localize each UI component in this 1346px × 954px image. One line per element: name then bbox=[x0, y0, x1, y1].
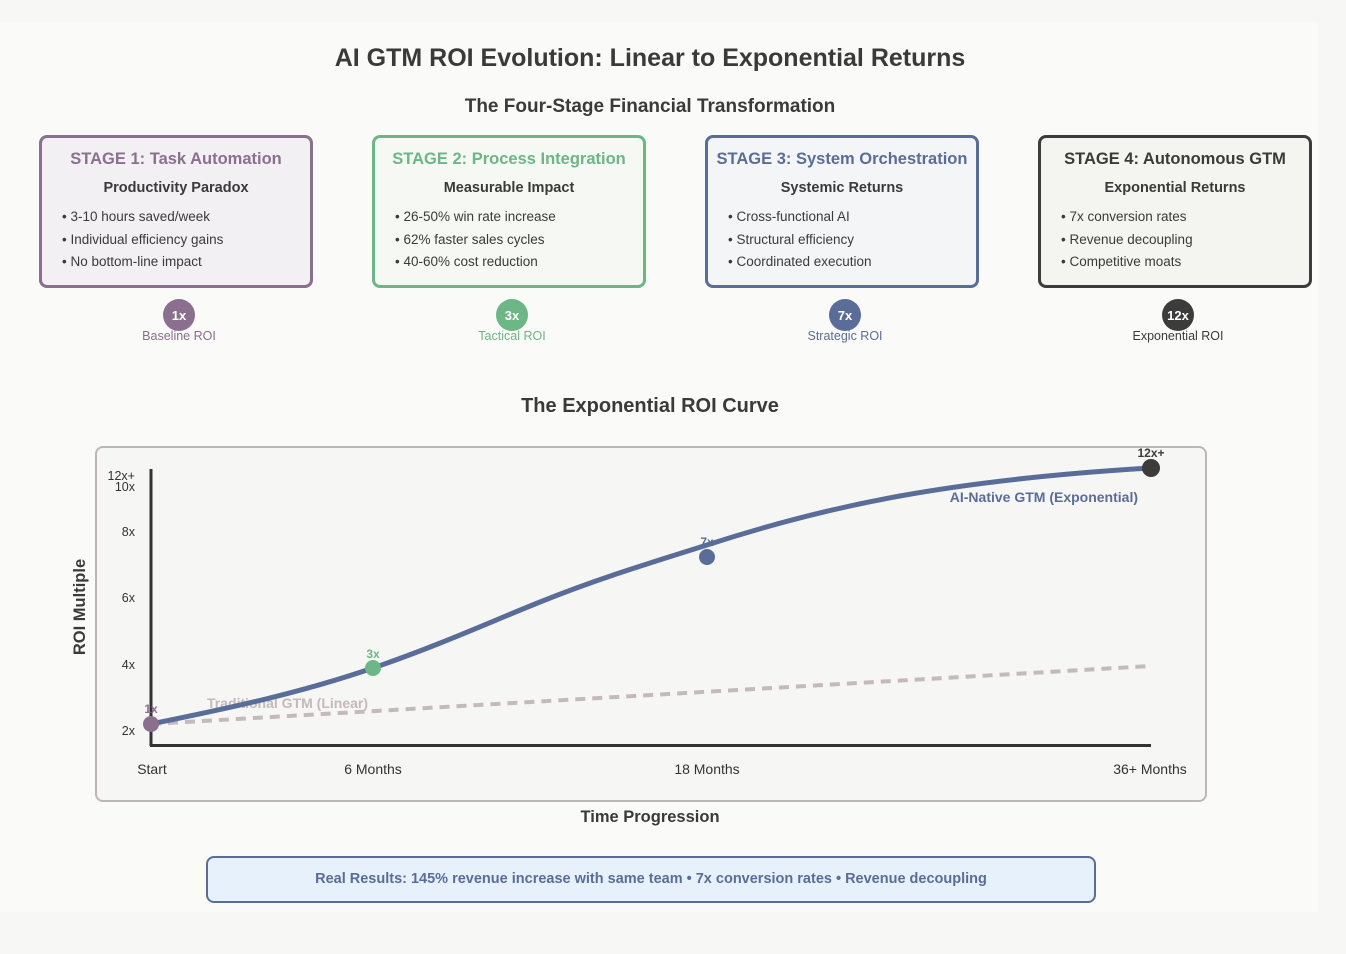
stage-bullet: • Structural efficiency bbox=[728, 231, 855, 247]
roi-badge-3: 7x bbox=[829, 299, 861, 331]
exponential-roi-curve bbox=[148, 465, 1154, 727]
stage-bullet: • Individual efficiency gains bbox=[62, 231, 224, 247]
roi-badge-4: 12x bbox=[1162, 299, 1194, 331]
stage-bullet: • No bottom-line impact bbox=[62, 254, 202, 269]
roi-label-4: Exponential ROI bbox=[1132, 329, 1224, 343]
stage-bullet-list: • 26-50% win rate increase • 62% faster … bbox=[395, 208, 556, 276]
traditional-linear-line bbox=[150, 664, 1152, 726]
roi-label-3: Strategic ROI bbox=[807, 329, 883, 343]
stage-bullet: • 62% faster sales cycles bbox=[395, 231, 545, 247]
data-point-6-months bbox=[365, 660, 381, 676]
stage-title: STAGE 2: Process Integration bbox=[392, 150, 626, 168]
stage-bullet-list: • 3-10 hours saved/week • Individual eff… bbox=[62, 208, 223, 276]
section-subtitle: The Four-Stage Financial Transformation bbox=[464, 96, 836, 117]
chart-title: The Exponential ROI Curve bbox=[521, 395, 779, 417]
stage-title: STAGE 3: System Orchestration bbox=[716, 150, 968, 168]
stage-card-2: STAGE 2: Process Integration Measurable … bbox=[372, 135, 646, 288]
stage-subtitle: Exponential Returns bbox=[1104, 180, 1246, 196]
stage-bullet: • Cross-functional AI bbox=[728, 209, 850, 224]
x-tick-label: 6 Months bbox=[344, 761, 402, 777]
stage-bullet: • 7x conversion rates bbox=[1061, 209, 1187, 224]
exponential-series-label: AI-Native GTM (Exponential) bbox=[950, 489, 1138, 505]
y-tick-label: 10x bbox=[115, 480, 136, 494]
y-tick-label: 6x bbox=[122, 591, 136, 605]
y-tick-label: 2x bbox=[122, 724, 136, 738]
stage-card-4: STAGE 4: Autonomous GTM Exponential Retu… bbox=[1038, 135, 1312, 288]
data-point-18-months bbox=[699, 549, 715, 565]
stage-card-1: STAGE 1: Task Automation Productivity Pa… bbox=[39, 135, 313, 288]
roi-badge-2: 3x bbox=[496, 299, 528, 331]
stage-bullet-list: • 7x conversion rates • Revenue decoupli… bbox=[1061, 208, 1193, 276]
x-tick-label: 36+ Months bbox=[1113, 761, 1187, 777]
data-point-label: 3x bbox=[366, 647, 380, 661]
stage-subtitle: Productivity Paradox bbox=[103, 180, 249, 196]
stage-title: STAGE 1: Task Automation bbox=[70, 150, 282, 168]
stage-subtitle: Systemic Returns bbox=[780, 180, 904, 196]
data-point-label: 1x bbox=[144, 702, 158, 716]
x-axis-title: Time Progression bbox=[580, 808, 720, 826]
y-axis-title: ROI Multiple bbox=[71, 559, 89, 655]
roi-badge-1: 1x bbox=[163, 299, 195, 331]
y-tick-label: 8x bbox=[122, 525, 136, 539]
results-banner: Real Results: 145% revenue increase with… bbox=[206, 856, 1096, 903]
x-tick-label: 18 Months bbox=[674, 761, 739, 777]
stage-bullet: • 40-60% cost reduction bbox=[395, 254, 538, 269]
data-point-label: 7x bbox=[700, 535, 714, 549]
traditional-series-label: Traditional GTM (Linear) bbox=[207, 695, 368, 711]
stage-bullet-list: • Cross-functional AI • Structural effic… bbox=[728, 208, 872, 276]
data-point-start bbox=[143, 716, 159, 732]
stage-card-3: STAGE 3: System Orchestration Systemic R… bbox=[705, 135, 979, 288]
roi-label-1: Baseline ROI bbox=[142, 329, 216, 343]
stage-bullet: • 3-10 hours saved/week bbox=[62, 209, 211, 224]
x-tick-label: Start bbox=[137, 761, 167, 777]
roi-label-2: Tactical ROI bbox=[478, 329, 546, 343]
stage-bullet: • Coordinated execution bbox=[728, 254, 872, 269]
y-tick-label: 12x+ bbox=[108, 469, 135, 483]
y-tick-label: 4x bbox=[122, 658, 136, 672]
page-title: AI GTM ROI Evolution: Linear to Exponent… bbox=[334, 44, 966, 72]
chart-panel bbox=[95, 446, 1207, 802]
stage-title: STAGE 4: Autonomous GTM bbox=[1064, 150, 1286, 168]
data-point-label: 12x+ bbox=[1137, 446, 1164, 460]
data-point-36-months bbox=[1142, 459, 1160, 477]
stage-bullet: • 26-50% win rate increase bbox=[395, 209, 556, 224]
stage-bullet: • Competitive moats bbox=[1061, 254, 1182, 269]
stage-bullet: • Revenue decoupling bbox=[1061, 231, 1193, 247]
stage-subtitle: Measurable Impact bbox=[443, 180, 575, 196]
